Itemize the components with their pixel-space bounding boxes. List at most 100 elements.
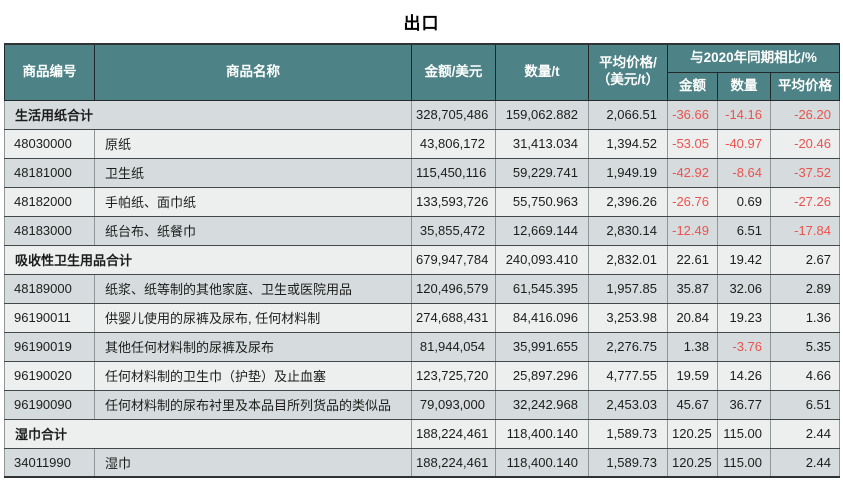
cell-yoy-amount: 1.38 [667,331,718,362]
cell-yoy-quantity: 6.51 [717,215,771,246]
table-row: 48183000 纸台布、纸餐巾 35,855,472 12,669.144 2,830… [4,215,840,246]
cell-avg-price: 1,949.19 [588,157,668,188]
cell-quantity: 35,991.655 [495,331,589,362]
col-header-avg-price: 平均价格/（美元/t） [588,43,668,101]
cell-amount-usd: 133,593,726 [411,186,496,217]
col-header-yoy-quantity: 数量 [717,71,771,101]
table-row: 48189000 纸浆、纸等制的其他家庭、卫生或医院用品 120,496,579 61… [4,273,840,304]
cell-product-name: 手帕纸、面巾纸 [94,186,412,217]
cell-product-name: 原纸 [94,128,412,159]
col-header-yoy-avg-price: 平均价格 [770,71,840,101]
cell-yoy-quantity: -3.76 [717,331,771,362]
table-row: 96190020 任何材料制的卫生巾（护垫）及止血塞 123,725,720 25,8… [4,360,840,391]
cell-yoy-amount: 45.67 [667,389,718,420]
col-header-yoy-group: 与2020年同期相比/% [667,43,840,73]
cell-amount-usd: 328,705,486 [411,99,496,130]
page-title: 出口 [403,14,440,33]
cell-product-name: 纸台布、纸餐巾 [94,215,412,246]
cell-yoy-avg-price: -27.26 [770,186,840,217]
cell-product-code: 96190020 [4,360,95,391]
cell-product-code: 48181000 [4,157,95,188]
cell-product-code: 48030000 [4,128,95,159]
cell-quantity: 32,242.968 [495,389,589,420]
cell-product-code: 48183000 [4,215,95,246]
cell-quantity: 61,545.395 [495,273,589,304]
table-row: 96190019 其他任何材料制的尿裤及尿布 81,944,054 35,991.65… [4,331,840,362]
cell-product-name: 卫生纸 [94,157,412,188]
table-header: 商品编号 商品名称 金额/美元 数量/t 平均价格/（美元/t） 与2020年同… [4,43,840,101]
total-row: 生活用纸合计 328,705,486 159,062.882 2,066.51 -36.… [4,99,840,130]
total-row: 吸收性卫生用品合计 679,947,784 240,093.410 2,832.01 2… [4,244,840,275]
cell-yoy-quantity: 0.69 [717,186,771,217]
cell-yoy-quantity: 19.42 [717,244,771,275]
cell-yoy-avg-price: 2.89 [770,273,840,304]
cell-yoy-avg-price: -17.84 [770,215,840,246]
cell-yoy-avg-price: -20.46 [770,128,840,159]
cell-avg-price: 2,832.01 [588,244,668,275]
cell-yoy-quantity: 19.23 [717,302,771,333]
cell-amount-usd: 123,725,720 [411,360,496,391]
cell-yoy-amount: 120.25 [667,447,718,478]
header-row-2: 金额 数量 平均价格 [5,71,840,101]
cell-amount-usd: 35,855,472 [411,215,496,246]
table-row: 96190090 任何材料制的尿布衬里及本品目所列货品的类似品 79,093,000… [4,389,840,420]
cell-yoy-quantity: -40.97 [717,128,771,159]
cell-amount-usd: 120,496,579 [411,273,496,304]
table-row: 48181000 卫生纸 115,450,116 59,229.741 1,949.19… [4,157,840,188]
cell-quantity: 55,750.963 [495,186,589,217]
table-row: 34011990 湿巾 188,224,461 118,400.140 1,589.73… [4,447,840,478]
cell-avg-price: 1,957.85 [588,273,668,304]
cell-quantity: 159,062.882 [495,99,589,130]
col-header-quantity: 数量/t [495,43,589,101]
cell-quantity: 59,229.741 [495,157,589,188]
avg-price-label-line1: 平均价格/ [599,55,657,71]
cell-amount-usd: 188,224,461 [411,447,496,478]
cell-quantity: 31,413.034 [495,128,589,159]
cell-yoy-quantity: 115.00 [717,447,771,478]
cell-amount-usd: 43,806,172 [411,128,496,159]
cell-yoy-avg-price: -26.20 [770,99,840,130]
cell-amount-usd: 274,688,431 [411,302,496,333]
cell-product-code: 48182000 [4,186,95,217]
cell-yoy-avg-price: -37.52 [770,157,840,188]
cell-product-name: 纸浆、纸等制的其他家庭、卫生或医院用品 [94,273,412,304]
cell-total-label: 湿巾合计 [4,418,412,449]
cell-product-code: 48189000 [4,273,95,304]
cell-yoy-quantity: -14.16 [717,99,771,130]
cell-avg-price: 2,453.03 [588,389,668,420]
cell-yoy-quantity: 14.26 [717,360,771,391]
cell-product-name: 供婴儿使用的尿裤及尿布, 任何材料制 [94,302,412,333]
cell-yoy-avg-price: 5.35 [770,331,840,362]
total-row: 湿巾合计 188,224,461 118,400.140 1,589.73 120.25… [4,418,840,449]
cell-avg-price: 4,777.55 [588,360,668,391]
cell-avg-price: 1,589.73 [588,418,668,449]
cell-yoy-quantity: -8.64 [717,157,771,188]
cell-quantity: 25,897.296 [495,360,589,391]
cell-product-code: 34011990 [4,447,95,478]
table-row: 48030000 原纸 43,806,172 31,413.034 1,394.52 -5… [4,128,840,159]
avg-price-label-line2: （美元/t） [596,72,660,88]
cell-amount-usd: 79,093,000 [411,389,496,420]
cell-yoy-quantity: 115.00 [717,418,771,449]
cell-quantity: 12,669.144 [495,215,589,246]
cell-avg-price: 2,830.14 [588,215,668,246]
cell-yoy-avg-price: 6.51 [770,389,840,420]
cell-yoy-avg-price: 2.44 [770,447,840,478]
cell-amount-usd: 188,224,461 [411,418,496,449]
cell-yoy-amount: 35.87 [667,273,718,304]
cell-yoy-amount: -42.92 [667,157,718,188]
cell-yoy-amount: 19.59 [667,360,718,391]
cell-yoy-quantity: 36.77 [717,389,771,420]
col-header-product-code: 商品编号 [4,43,95,101]
cell-product-name: 其他任何材料制的尿裤及尿布 [94,331,412,362]
col-header-amount-usd: 金额/美元 [411,43,496,101]
cell-quantity: 118,400.140 [495,418,589,449]
cell-product-name: 任何材料制的卫生巾（护垫）及止血塞 [94,360,412,391]
cell-yoy-amount: -12.49 [667,215,718,246]
cell-product-code: 96190011 [4,302,95,333]
cell-yoy-amount: 22.61 [667,244,718,275]
col-header-product-name: 商品名称 [94,43,412,101]
cell-avg-price: 2,396.26 [588,186,668,217]
header-row-1: 商品编号 商品名称 金额/美元 数量/t 平均价格/（美元/t） 与2020年同… [4,43,840,101]
cell-yoy-avg-price: 2.67 [770,244,840,275]
